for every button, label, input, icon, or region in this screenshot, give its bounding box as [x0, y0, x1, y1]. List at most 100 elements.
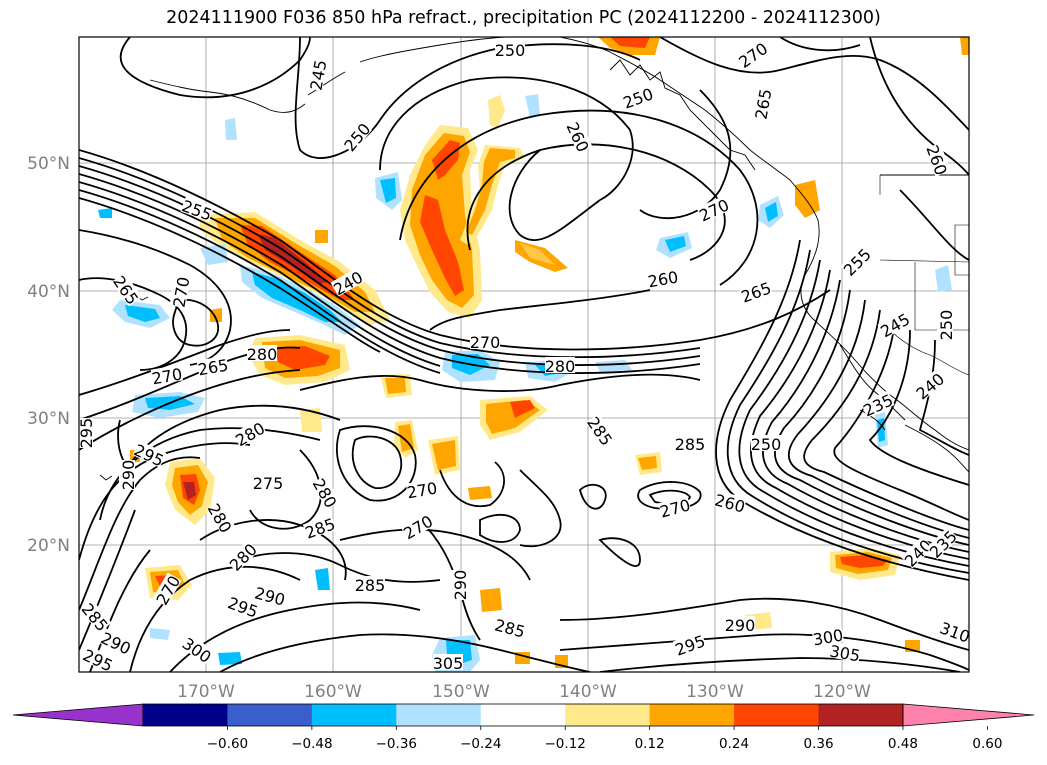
contour-label-bg [675, 435, 705, 451]
contour-label-bg [451, 570, 467, 600]
colorbar-tick-label: −0.12 [545, 736, 586, 752]
colorbar-cell [396, 704, 482, 726]
contour-label-bg [829, 641, 862, 663]
colorbar-cell [734, 704, 820, 726]
contour-label-bg [206, 500, 236, 535]
colorbar-tick-label: 0.12 [635, 736, 665, 752]
contour-label-bg [132, 440, 167, 468]
contour-label-bg [111, 272, 142, 307]
contour-label-bg [938, 618, 969, 644]
colorbar-cell [565, 704, 651, 726]
contour-label-bg [400, 511, 435, 541]
contour-label-bg [937, 310, 953, 340]
colorbar: −0.60 −0.48 −0.36 −0.24 −0.12 0.12 0.24 0.36 0.4… [12, 703, 1035, 752]
colorbar-outline [142, 703, 904, 727]
contour-label-bg [306, 58, 328, 91]
colorbar-cell [480, 704, 566, 726]
contour-label-bg [620, 84, 655, 110]
contour-label-bg [493, 615, 527, 639]
lon-label-160w: 160°W [304, 682, 362, 702]
contour-label-bg [99, 628, 134, 656]
contour-label-bg [79, 599, 112, 633]
contour-label-bg [152, 572, 182, 607]
contour-label-bg [901, 536, 934, 569]
coastlines [99, 37, 969, 481]
lat-label-20n: 20°N [27, 536, 70, 556]
contour-label-bg [330, 267, 365, 297]
colorbar-tick-label: 0.60 [972, 736, 1002, 752]
contour-label-bg [696, 195, 731, 223]
contour-label-bg [180, 634, 215, 665]
contour-label: 290 [119, 460, 138, 491]
contour-label: 250 [937, 310, 956, 341]
contour-label-bg [79, 418, 93, 448]
lon-label-170w: 170°W [177, 682, 235, 702]
contour-label-bg [226, 540, 259, 573]
plot-title: 2024111900 F036 850 hPa refract., precip… [166, 8, 881, 28]
contour-label-bg [646, 267, 679, 289]
contour-label-bg [169, 275, 191, 308]
contour-label: 295 [77, 418, 96, 449]
colorbar-cell [649, 704, 735, 726]
contour-label-bg [311, 475, 341, 510]
contour-label-bg [253, 583, 287, 607]
colorbar-tick-label: −0.36 [376, 736, 417, 752]
contour-label-bg [565, 119, 593, 154]
contour-label: 290 [725, 616, 756, 635]
colorbar-tick-label: 0.24 [719, 736, 749, 752]
contour-label-bg [253, 474, 283, 490]
colorbar-tick-label: 0.36 [803, 736, 833, 752]
contour-label-bg [81, 645, 116, 672]
contour-label: 275 [253, 474, 284, 493]
lat-label-50n: 50°N [27, 154, 70, 174]
contour-label: 280 [247, 345, 278, 364]
contour-label: 250 [751, 435, 782, 454]
contour-label-bg [196, 355, 229, 377]
contour-label-bg [725, 616, 755, 632]
contour-label-bg [226, 593, 261, 619]
colorbar-tick-label: −0.60 [207, 736, 248, 752]
contour-label-bg [495, 41, 525, 57]
contour-label: 305 [433, 654, 464, 673]
contour-label-bg [735, 39, 770, 70]
map-frame [78, 36, 970, 673]
lon-label-120w: 120°W [813, 682, 871, 702]
contour-label-bg [925, 142, 951, 177]
contour-label: 250 [495, 41, 526, 60]
lon-label-150w: 150°W [432, 682, 490, 702]
contour-label-bg [545, 357, 575, 373]
contour-label-bg [860, 390, 895, 418]
colorbar-tick-label: −0.48 [291, 736, 332, 752]
contour-label: 290 [451, 570, 470, 601]
colorbar-tick-label: 0.48 [888, 736, 918, 752]
contour-label-bg [302, 514, 337, 540]
contour-label-bg [912, 369, 946, 402]
contour-label-bg [840, 245, 873, 278]
colorbar-extend-max [902, 703, 1035, 727]
colorbar-tick-label: −0.24 [460, 736, 501, 752]
contour-label-bg [877, 309, 912, 339]
colorbar-cell [311, 704, 397, 726]
contour-label-bg [150, 364, 183, 386]
colorbar-cell [227, 704, 313, 726]
contour-label-bg [232, 418, 267, 448]
contour-label-bg [811, 625, 844, 647]
lon-label-140w: 140°W [559, 682, 617, 702]
contour-label-bg [738, 278, 773, 304]
contour-label-bg [355, 576, 385, 592]
contour-label: 285 [355, 576, 386, 595]
contour-label-bg [405, 478, 438, 500]
contour-label-bg [926, 527, 959, 560]
contour-label-bg [180, 196, 215, 222]
colorbar-cell [143, 704, 228, 726]
contour-label-bg [751, 87, 773, 120]
contour-label-bg [119, 460, 135, 490]
contour-label-bg [247, 345, 277, 361]
lat-label-40n: 40°N [27, 282, 70, 302]
lat-label-30n: 30°N [27, 409, 70, 429]
contour-label-bg [658, 495, 692, 519]
contour-label-bg [433, 654, 463, 670]
contour-label-bg [751, 435, 781, 451]
contour-label: 285 [675, 435, 706, 454]
